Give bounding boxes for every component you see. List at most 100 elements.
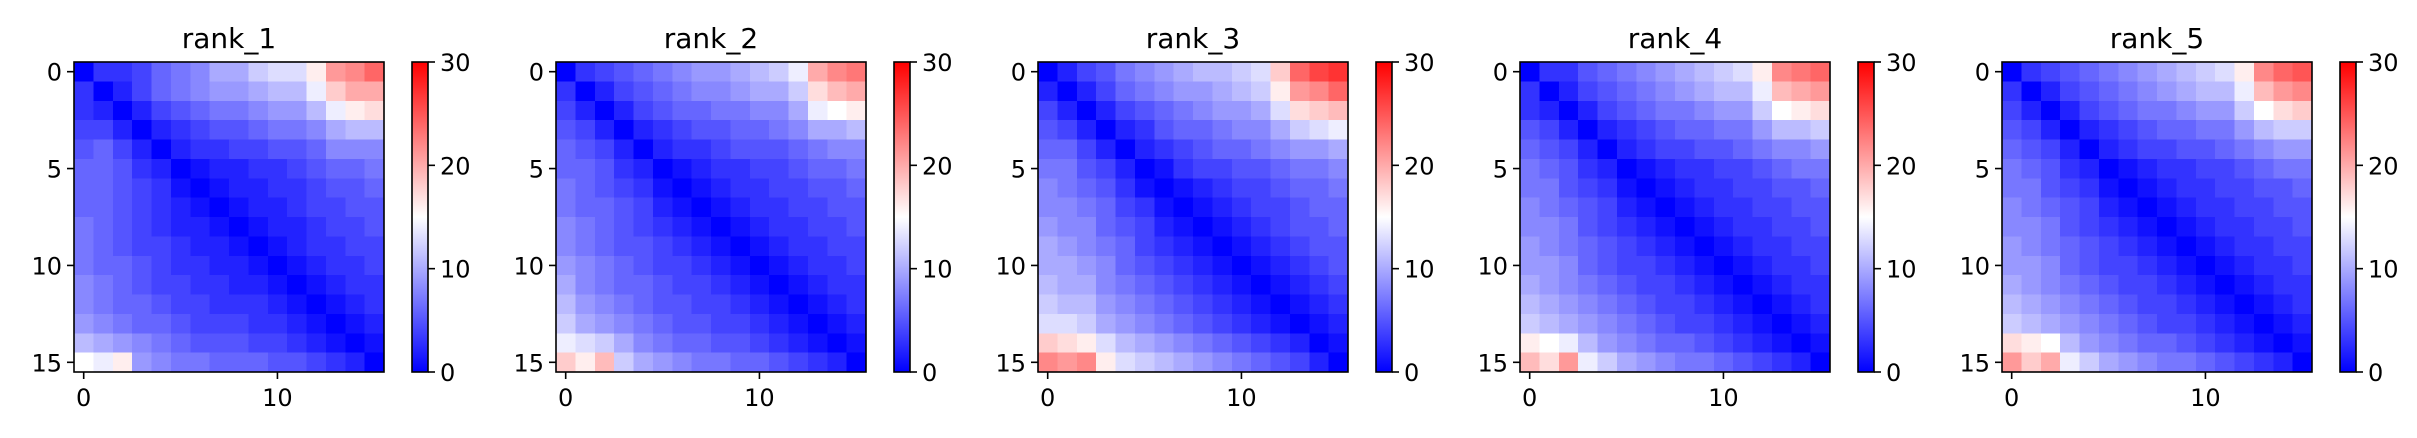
heatmap-cell (691, 313, 712, 334)
heatmap-cell (287, 158, 308, 179)
heatmap-cell (1636, 197, 1657, 218)
heatmap-cell (1154, 197, 1175, 218)
heatmap-cell (2079, 120, 2100, 141)
heatmap-cell (1212, 178, 1233, 199)
heatmap-cell (730, 313, 751, 334)
heatmap-cell (229, 313, 249, 334)
heatmap-cell (325, 217, 346, 237)
heatmap-cell (1791, 236, 1812, 257)
heatmap-cell (711, 197, 731, 218)
heatmap-cell (132, 333, 153, 354)
heatmap-cell (1694, 100, 1715, 121)
heatmap-cell (209, 333, 230, 354)
heatmap-cell (691, 100, 712, 121)
heatmap-cell (2137, 62, 2158, 82)
heatmap-cell (1193, 352, 1213, 373)
heatmap-cell (1270, 158, 1291, 179)
heatmap-cell (1076, 294, 1097, 315)
heatmap-cell (1791, 275, 1812, 296)
heatmap-cell (1115, 333, 1136, 354)
heatmap-cell (2273, 100, 2294, 121)
heatmap-cell (1173, 255, 1194, 276)
heatmap-cell (1193, 275, 1213, 296)
heatmap-cell (1578, 217, 1599, 237)
heatmap-cell (345, 120, 366, 141)
heatmap-cell (2195, 333, 2216, 354)
rank-5-colorbar (2339, 61, 2357, 373)
heatmap-cell (190, 352, 211, 373)
heatmap-cell (730, 120, 751, 141)
heatmap-cell (1115, 352, 1136, 373)
heatmap-cell (730, 352, 751, 373)
heatmap-cell (287, 255, 308, 276)
heatmap-cell (2215, 81, 2236, 102)
heatmap-cell (2040, 217, 2061, 237)
heatmap-cell (248, 120, 269, 141)
heatmap-cell (2098, 294, 2119, 315)
heatmap-cell (1558, 217, 1579, 237)
heatmap-cell (1752, 62, 1773, 82)
heatmap-cell (2040, 255, 2061, 276)
heatmap-cell (1328, 197, 1349, 218)
rank-2-y-tick-label: 15 (513, 349, 544, 377)
rank-1-colorbar-tick-label: 0 (440, 359, 455, 387)
heatmap-cell (2195, 158, 2216, 179)
heatmap-cell (170, 313, 191, 334)
heatmap-cell (2292, 81, 2313, 102)
heatmap-cell (1115, 178, 1136, 199)
heatmap-cell (691, 255, 712, 276)
rank-4-colorbar-tick-label: 20 (1886, 152, 1917, 180)
heatmap-cell (749, 352, 770, 373)
heatmap-cell (345, 62, 366, 82)
heatmap-cell (788, 100, 809, 121)
heatmap-cell (93, 275, 114, 296)
heatmap-cell (345, 333, 366, 354)
heatmap-cell (1520, 255, 1540, 276)
heatmap-cell (556, 197, 576, 218)
heatmap-cell (2215, 294, 2236, 315)
heatmap-cell (1694, 275, 1715, 296)
heatmap-cell (827, 352, 848, 373)
heatmap-cell (1771, 62, 1792, 82)
heatmap-cell (749, 139, 770, 160)
heatmap-cell (2273, 255, 2294, 276)
heatmap-cell (672, 255, 693, 276)
heatmap-cell (1752, 333, 1773, 354)
heatmap-cell (1289, 313, 1310, 334)
heatmap-cell (74, 313, 94, 334)
rank-3-x-tick-label: 0 (1040, 384, 1055, 412)
heatmap-cell (1713, 81, 1734, 102)
heatmap-cell (1791, 313, 1812, 334)
heatmap-cell (1096, 197, 1117, 218)
heatmap-cell (2021, 120, 2042, 141)
heatmap-cell (2157, 197, 2177, 218)
heatmap-cell (229, 217, 249, 237)
heatmap-cell (112, 158, 133, 179)
heatmap-cell (1251, 236, 1272, 257)
heatmap-cell (74, 120, 94, 141)
heatmap-cell (788, 313, 809, 334)
rank-2-colorbar-tick-label: 30 (922, 49, 953, 77)
heatmap-cell (1076, 178, 1097, 199)
heatmap-cell (1076, 197, 1097, 218)
heatmap-cell (1076, 120, 1097, 141)
heatmap-cell (1076, 139, 1097, 160)
heatmap-cell (556, 352, 576, 373)
heatmap-cell (1309, 294, 1330, 315)
heatmap-cell (1636, 352, 1657, 373)
heatmap-cell (2195, 197, 2216, 218)
heatmap-cell (325, 275, 346, 296)
heatmap-cell (306, 217, 327, 237)
heatmap-cell (711, 178, 731, 199)
heatmap-cell (1558, 275, 1579, 296)
rank-3-heatmap-cells (1038, 62, 1349, 373)
heatmap-cell (1270, 275, 1291, 296)
heatmap-cell (1231, 197, 1252, 218)
heatmap-cell (846, 313, 867, 334)
heatmap-cell (1134, 100, 1155, 121)
rank-4-x-tick-label: 10 (1708, 384, 1739, 412)
heatmap-cell (827, 120, 848, 141)
heatmap-cell (287, 313, 308, 334)
heatmap-cell (2253, 120, 2274, 141)
rank-5-colorbar-tick-label: 10 (2368, 256, 2399, 284)
